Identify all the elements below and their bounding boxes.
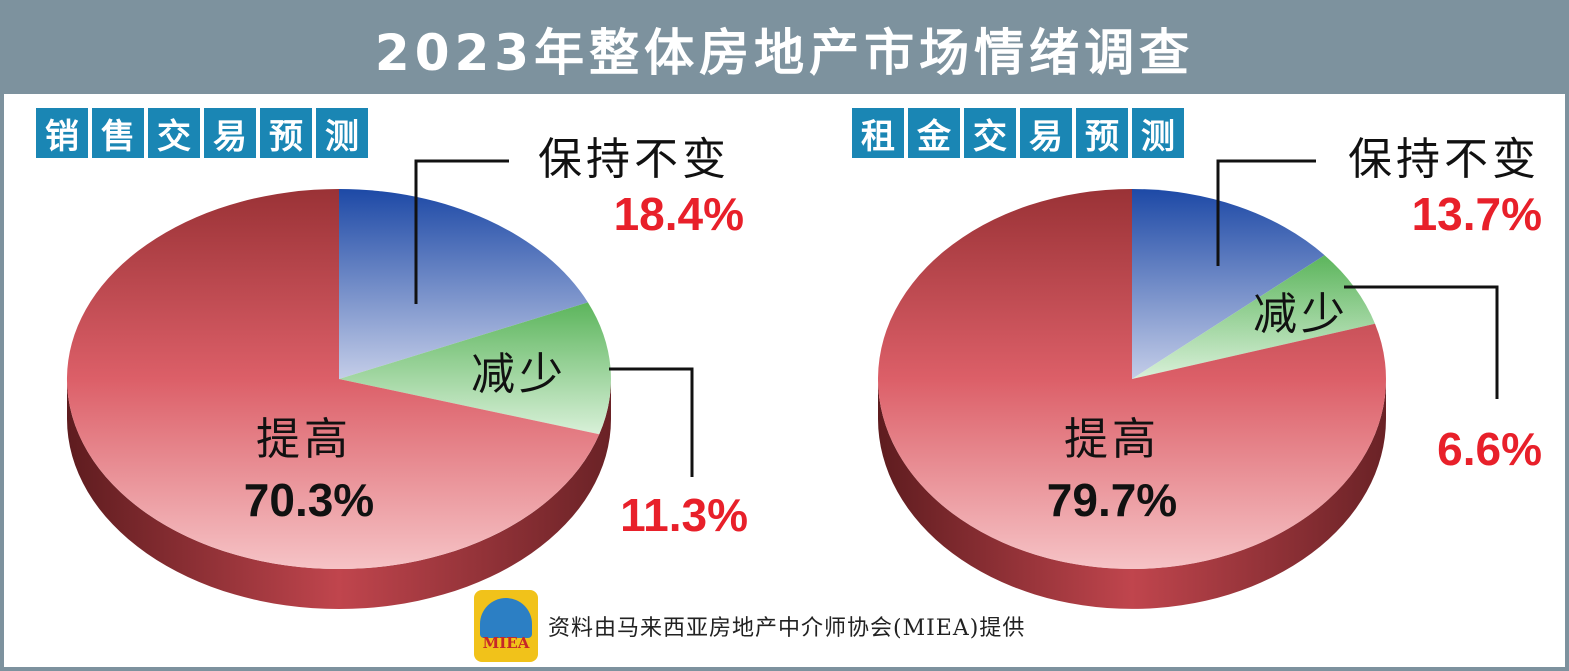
source-note: 资料由马来西亚房地产中介师协会(MIEA)提供 [548, 616, 1026, 641]
chart-title-char: 测 [1132, 108, 1184, 158]
slice-percent: 13.7% [1412, 188, 1542, 240]
slice-percent: 11.3% [620, 489, 748, 541]
leader-line [1216, 159, 1316, 266]
leader-line [414, 159, 509, 304]
slice-label: 保持不变 [538, 134, 730, 185]
pie-slice-reduced [339, 302, 611, 435]
chart-title-char: 销 [36, 108, 88, 158]
chart-title-char: 金 [908, 108, 960, 158]
slice-percent: 18.4% [614, 188, 744, 240]
chart-title-char: 交 [964, 108, 1016, 158]
leader-line [609, 367, 694, 477]
chart-title-char: 易 [1020, 108, 1072, 158]
pie-side-wall [878, 379, 1386, 609]
source-footer: MIEA 资料由马来西亚房地产中介师协会(MIEA)提供 [474, 590, 1025, 662]
chart-title-char: 售 [92, 108, 144, 158]
slice-label: 减少 [471, 349, 567, 400]
pie-slice-unchanged [1132, 189, 1325, 379]
chart-title-char: 测 [316, 108, 368, 158]
logo-skyline-icon [480, 598, 532, 638]
slice-percent: 70.3% [244, 474, 374, 526]
pie-slice-reduced [1132, 255, 1375, 379]
sales-chart-title: 销售交易预测 [36, 108, 368, 158]
slice-label: 提高 [1064, 414, 1160, 465]
pie-slice-increased [66, 189, 600, 569]
pie-slice-increased [877, 189, 1386, 569]
logo-text: MIEA [482, 634, 530, 652]
slice-label: 减少 [1253, 289, 1349, 340]
slice-label: 提高 [256, 414, 352, 465]
slice-percent: 6.6% [1437, 423, 1542, 475]
pie-side-wall [67, 379, 611, 609]
chart-title-char: 交 [148, 108, 200, 158]
slice-label: 保持不变 [1348, 134, 1540, 185]
pie-slice-unchanged [339, 189, 588, 379]
title-bar: 2023年整体房地产市场情绪调查 [4, 4, 1565, 94]
slice-percent: 79.7% [1047, 474, 1177, 526]
chart-title-char: 预 [1076, 108, 1128, 158]
rent-chart-title: 租金交易预测 [852, 108, 1184, 158]
leader-line [1344, 285, 1499, 399]
miea-logo: MIEA [474, 590, 538, 662]
chart-title-char: 易 [204, 108, 256, 158]
chart-title-char: 租 [852, 108, 904, 158]
page-title: 2023年整体房地产市场情绪调查 [374, 24, 1195, 82]
chart-title-char: 预 [260, 108, 312, 158]
